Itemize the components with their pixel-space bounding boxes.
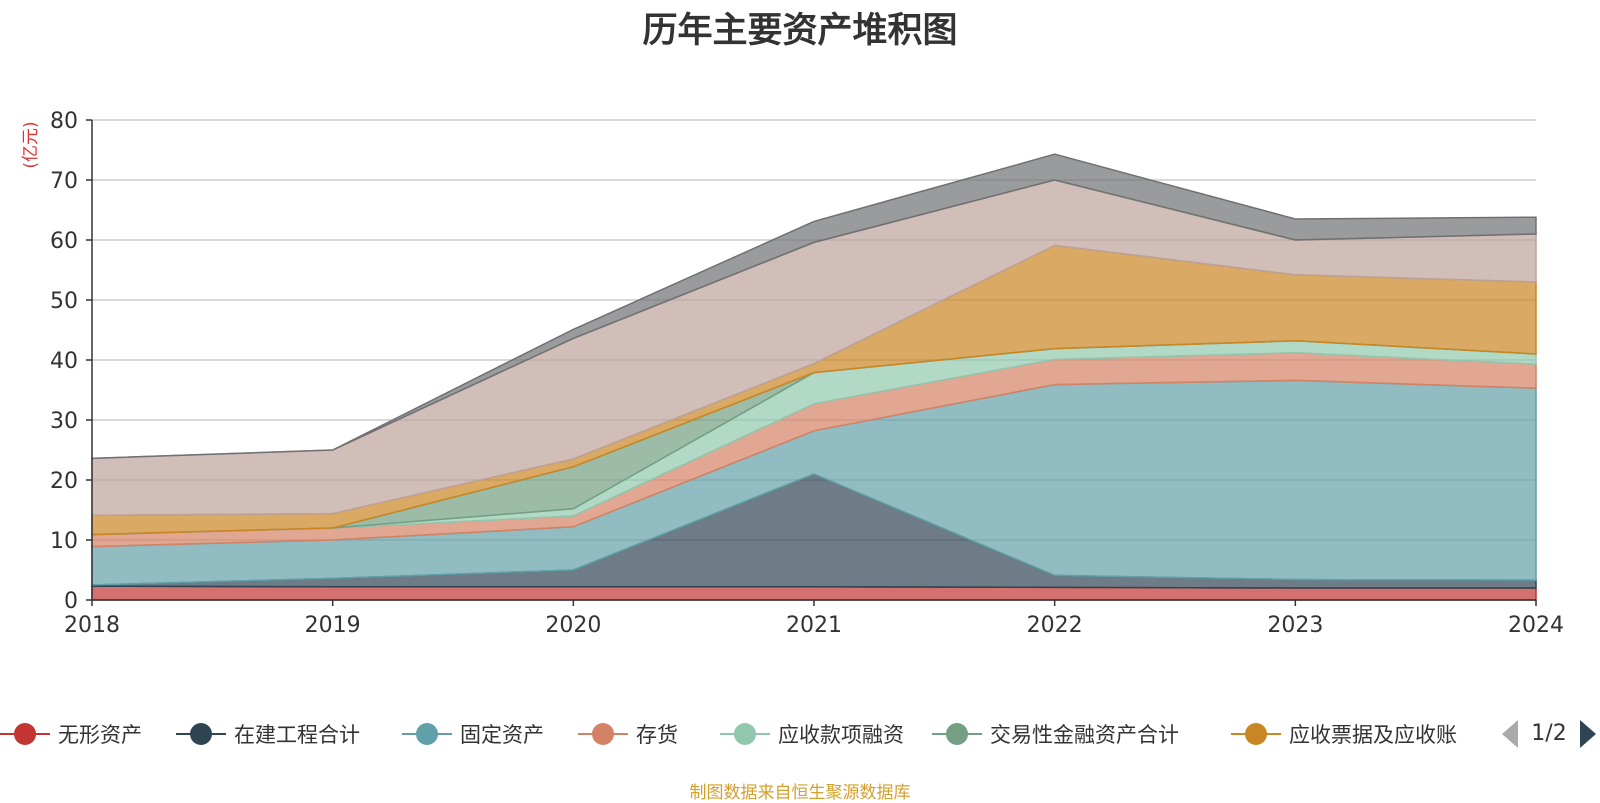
legend-marker-icon xyxy=(578,723,628,745)
legend-label: 应收款项融资 xyxy=(778,723,904,747)
y-tick-label: 80 xyxy=(50,109,78,134)
y-axis-label: (亿元) xyxy=(21,121,41,168)
legend-next-icon[interactable] xyxy=(1578,718,1598,750)
x-tick-label: 2018 xyxy=(64,613,120,638)
x-tick-label: 2019 xyxy=(305,613,361,638)
legend-marker-icon xyxy=(932,723,982,745)
x-tick-label: 2024 xyxy=(1508,613,1564,638)
legend-item[interactable]: 无形资产 xyxy=(0,716,142,752)
area-series-8 xyxy=(91,153,1537,460)
legend-marker-icon xyxy=(720,723,770,745)
legend-label: 固定资产 xyxy=(460,723,544,747)
y-tick-label: 40 xyxy=(50,349,78,374)
legend-marker-icon xyxy=(0,723,50,745)
legend-item[interactable]: 固定资产 xyxy=(402,716,544,752)
legend-marker-icon xyxy=(1231,723,1281,745)
legend-item[interactable]: 交易性金融资产合计 xyxy=(932,716,1179,752)
x-tick-label: 2023 xyxy=(1267,613,1323,638)
legend-label: 存货 xyxy=(636,723,678,747)
y-tick-label: 50 xyxy=(50,289,78,314)
legend: 无形资产 在建工程合计 固定资产 存货 应收款项融资 交易性金融资产合计 应收票据及应收账 xyxy=(0,716,1600,756)
y-tick-label: 20 xyxy=(50,469,78,494)
legend-item[interactable]: 存货 xyxy=(578,716,678,752)
x-tick-label: 2020 xyxy=(545,613,601,638)
legend-page-indicator: 1/2 xyxy=(1531,721,1567,746)
y-tick-label: 70 xyxy=(50,169,78,194)
y-tick-label: 0 xyxy=(64,589,78,614)
legend-label: 交易性金融资产合计 xyxy=(990,723,1179,747)
legend-label: 应收票据及应收账 xyxy=(1289,723,1457,747)
legend-prev-icon[interactable] xyxy=(1500,718,1520,750)
x-tick-label: 2022 xyxy=(1027,613,1083,638)
source-note: 制图数据来自恒生聚源数据库 xyxy=(689,783,911,803)
legend-label: 在建工程合计 xyxy=(234,723,360,747)
x-tick-label: 2021 xyxy=(786,613,842,638)
y-tick-label: 60 xyxy=(50,229,78,254)
legend-marker-icon xyxy=(176,723,226,745)
axes: 0 10 20 30 40 50 60 70 80 2018 2019 2020 2021 2022 202… xyxy=(21,109,1564,638)
y-tick-label: 30 xyxy=(50,409,78,434)
legend-label: 无形资产 xyxy=(58,723,142,747)
legend-marker-icon xyxy=(402,723,452,745)
legend-item[interactable]: 应收票据及应收账 xyxy=(1231,716,1457,752)
y-tick-label: 10 xyxy=(50,529,78,554)
area-series xyxy=(91,153,1537,601)
legend-item[interactable]: 应收款项融资 xyxy=(720,716,904,752)
legend-item[interactable]: 在建工程合计 xyxy=(176,716,360,752)
chart-title: 历年主要资产堆积图 xyxy=(642,11,958,51)
area-chart: 0 10 20 30 40 50 60 70 80 2018 2019 2020 2021 2022 202… xyxy=(21,109,1564,638)
legend-pager: 1/2 xyxy=(1500,716,1600,752)
